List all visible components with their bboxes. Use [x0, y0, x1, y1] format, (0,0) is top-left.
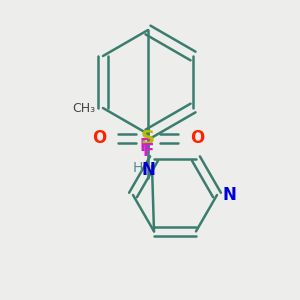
- Text: N: N: [222, 186, 236, 204]
- Text: N: N: [141, 161, 155, 179]
- Text: CH₃: CH₃: [72, 101, 95, 115]
- Text: S: S: [141, 128, 155, 148]
- Text: O: O: [92, 129, 106, 147]
- Text: H: H: [133, 161, 143, 175]
- Text: O: O: [190, 129, 204, 147]
- Text: F: F: [142, 142, 154, 160]
- Text: F: F: [140, 136, 151, 154]
